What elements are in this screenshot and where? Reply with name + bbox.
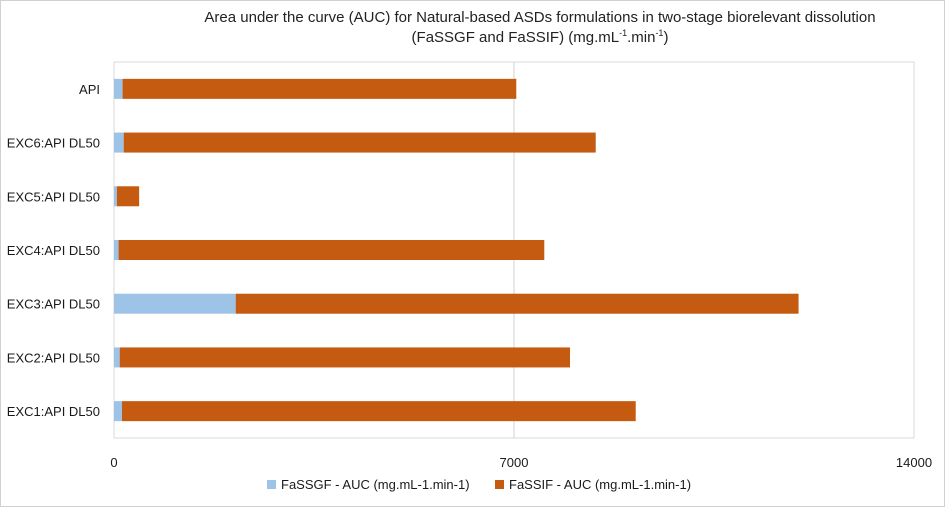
category-label-4: EXC3:API DL50	[7, 297, 100, 312]
x-tick-label-0: 0	[110, 455, 117, 470]
bar-fassif-0	[122, 78, 517, 99]
bar-fassif-6	[122, 401, 636, 422]
chart-title-line1: Area under the curve (AUC) for Natural-b…	[204, 9, 876, 26]
bar-fassif-2	[116, 186, 140, 207]
category-label-3: EXC4:API DL50	[7, 243, 100, 258]
bar-fassgf-2	[114, 186, 117, 207]
category-label-2: EXC5:API DL50	[7, 189, 100, 204]
x-tick-label-14000: 14000	[896, 455, 932, 470]
legend-label-0: FaSSGF - AUC (mg.mL-1.min-1)	[281, 477, 470, 492]
category-label-1: EXC6:API DL50	[7, 136, 100, 151]
legend-label-1: FaSSIF - AUC (mg.mL-1.min-1)	[509, 477, 691, 492]
category-label-0: API	[79, 82, 100, 97]
bar-fassgf-0	[114, 78, 123, 99]
bar-fassif-4	[235, 293, 799, 314]
bar-fassif-5	[119, 347, 570, 368]
chart-title: Area under the curve (AUC) for Natural-b…	[150, 8, 930, 48]
bar-fassgf-4	[114, 293, 236, 314]
chart-title-line2: (FaSSGF and FaSSIF) (mg.mL-1.min-1)	[411, 28, 669, 47]
category-label-6: EXC1:API DL50	[7, 404, 100, 419]
legend-swatch-0	[267, 480, 276, 489]
bar-fassif-1	[123, 132, 596, 153]
bar-fassgf-6	[114, 401, 122, 422]
x-tick-label-7000: 7000	[500, 455, 529, 470]
legend-swatch-1	[495, 480, 504, 489]
category-label-5: EXC2:API DL50	[7, 350, 100, 365]
bar-fassgf-1	[114, 132, 124, 153]
bar-fassgf-5	[114, 347, 120, 368]
bar-fassgf-3	[114, 240, 119, 260]
bar-fassif-3	[118, 240, 545, 260]
